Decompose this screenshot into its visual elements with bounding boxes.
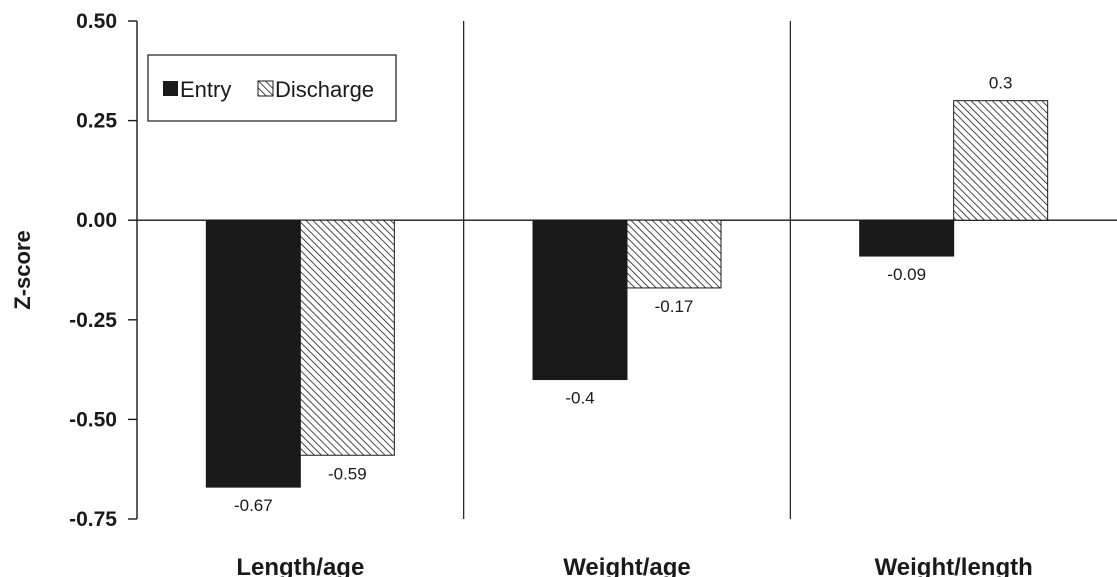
plot-area: 0.500.250.00-0.25-0.50-0.75 -0.67-0.59-0… bbox=[69, 10, 1117, 531]
legend-swatch-entry bbox=[163, 81, 178, 96]
data-label-entry-2: -0.4 bbox=[565, 389, 594, 408]
bar-discharge-1 bbox=[299, 219, 395, 456]
data-label-discharge-3: 0.3 bbox=[989, 74, 1013, 93]
bar-entry-2 bbox=[532, 219, 628, 381]
legend-label-entry: Entry bbox=[180, 77, 231, 102]
y-tick-label: -0.75 bbox=[69, 508, 117, 531]
y-axis: 0.50 0.25 0.00 -0.25 -0.50 -0.75 bbox=[69, 10, 138, 531]
legend-swatch-discharge bbox=[257, 80, 274, 97]
data-label-discharge-1: -0.59 bbox=[328, 464, 367, 483]
category-label: Weight/length bbox=[875, 554, 1033, 577]
bar-entry-3 bbox=[859, 219, 955, 257]
category-label: Length/age bbox=[236, 554, 364, 577]
data-label-entry-1: -0.67 bbox=[234, 496, 273, 515]
data-labels: -0.67 -0.59 -0.4 -0.17 -0.09 0.3 bbox=[234, 74, 1013, 515]
data-label-entry-3: -0.09 bbox=[887, 265, 926, 284]
bars bbox=[205, 100, 1049, 488]
y-tick-label: -0.50 bbox=[69, 408, 117, 431]
y-axis-title: Z-score bbox=[10, 230, 35, 309]
category-separators bbox=[463, 21, 791, 519]
legend-label-discharge: Discharge bbox=[275, 77, 374, 102]
data-label-discharge-2: -0.17 bbox=[655, 297, 694, 316]
x-axis: Length/age Weight/age Weight/length bbox=[236, 554, 1032, 577]
y-tick-label: -0.25 bbox=[69, 309, 117, 332]
y-tick-label: 0.25 bbox=[76, 110, 117, 133]
legend: Entry Discharge bbox=[147, 54, 397, 122]
bar-discharge-2 bbox=[626, 219, 722, 289]
bar-entry-1 bbox=[205, 219, 301, 488]
y-tick-label: 0.00 bbox=[76, 209, 117, 232]
y-tick-label: 0.50 bbox=[76, 10, 117, 33]
bar-discharge-3 bbox=[953, 100, 1049, 221]
category-label: Weight/age bbox=[563, 554, 691, 577]
